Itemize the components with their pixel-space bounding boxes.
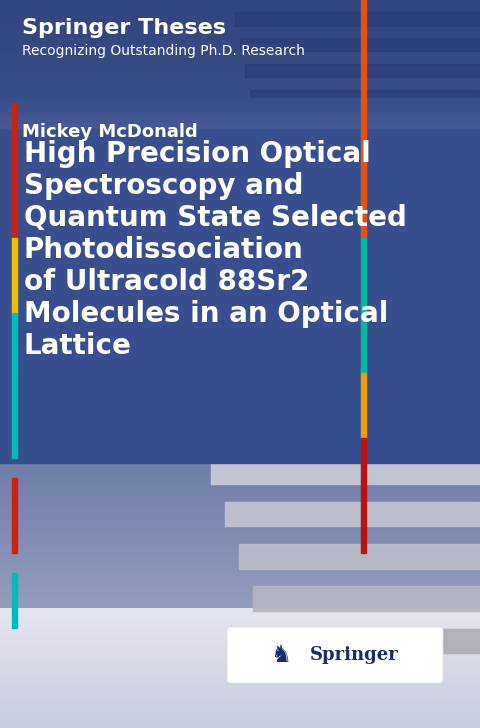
Bar xyxy=(0,110,480,111)
Polygon shape xyxy=(275,218,480,232)
Polygon shape xyxy=(285,269,480,283)
Text: Springer: Springer xyxy=(310,646,398,664)
Bar xyxy=(0,113,480,114)
Bar xyxy=(0,121,480,122)
Bar xyxy=(0,105,480,106)
Bar xyxy=(361,438,366,553)
Polygon shape xyxy=(197,417,480,442)
Polygon shape xyxy=(211,459,480,484)
Bar xyxy=(0,117,480,118)
Polygon shape xyxy=(270,192,480,206)
Bar xyxy=(361,238,366,373)
Bar xyxy=(12,478,17,553)
FancyBboxPatch shape xyxy=(227,627,443,683)
Polygon shape xyxy=(245,64,480,77)
Bar xyxy=(12,313,17,458)
Bar xyxy=(0,120,480,121)
Bar xyxy=(0,102,480,103)
Bar xyxy=(0,119,480,120)
Polygon shape xyxy=(155,290,480,315)
Bar xyxy=(361,373,366,438)
Bar xyxy=(12,103,17,238)
Bar xyxy=(0,111,480,112)
Bar xyxy=(0,118,480,119)
Polygon shape xyxy=(255,115,480,129)
Text: High Precision Optical
Spectroscopy and
Quantum State Selected
Photodissociation: High Precision Optical Spectroscopy and … xyxy=(24,140,407,360)
Polygon shape xyxy=(265,167,480,180)
Text: Mickey McDonald: Mickey McDonald xyxy=(22,123,198,141)
Bar xyxy=(0,98,480,99)
Bar xyxy=(0,104,480,105)
Polygon shape xyxy=(169,333,480,357)
Bar xyxy=(12,573,17,628)
Bar xyxy=(0,114,480,115)
Bar xyxy=(0,106,480,107)
Text: ♞: ♞ xyxy=(270,643,291,667)
Bar xyxy=(0,126,480,127)
Bar xyxy=(0,98,480,463)
Bar xyxy=(361,0,366,238)
Bar xyxy=(0,99,480,100)
Polygon shape xyxy=(183,375,480,400)
Bar xyxy=(12,238,17,313)
Polygon shape xyxy=(240,38,480,52)
Polygon shape xyxy=(267,628,480,653)
Bar xyxy=(0,127,480,128)
Text: Recognizing Outstanding Ph.D. Research: Recognizing Outstanding Ph.D. Research xyxy=(22,44,305,58)
Polygon shape xyxy=(239,544,480,569)
Bar xyxy=(0,122,480,123)
Polygon shape xyxy=(253,586,480,611)
Polygon shape xyxy=(260,141,480,154)
Bar xyxy=(0,112,480,113)
Bar xyxy=(0,125,480,126)
Bar xyxy=(0,109,480,110)
Bar xyxy=(0,100,480,101)
Polygon shape xyxy=(280,244,480,257)
Polygon shape xyxy=(250,90,480,103)
Bar xyxy=(0,107,480,108)
Text: Springer Theses: Springer Theses xyxy=(22,18,226,38)
Polygon shape xyxy=(225,502,480,526)
Bar xyxy=(0,101,480,102)
Bar xyxy=(0,124,480,125)
Bar xyxy=(0,108,480,109)
Polygon shape xyxy=(235,12,480,25)
Bar xyxy=(0,123,480,124)
Bar xyxy=(0,115,480,116)
Bar xyxy=(0,103,480,104)
Bar xyxy=(0,116,480,117)
